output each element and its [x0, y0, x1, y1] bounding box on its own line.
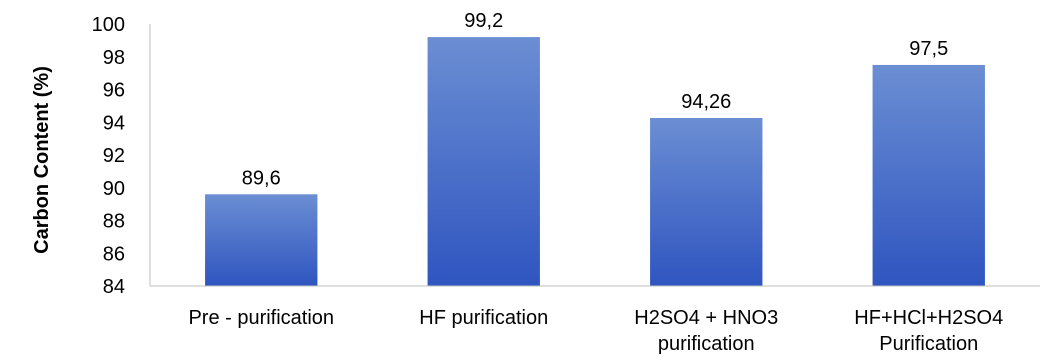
- bar-value-label: 99,2: [464, 10, 503, 32]
- y-tick-label: 96: [103, 80, 125, 102]
- bar-value-label: 89,6: [242, 167, 281, 189]
- bar-value-label: 97,5: [909, 38, 948, 60]
- data-labels: 89,6 99,2 94,26 97,5: [242, 10, 948, 189]
- y-tick-label: 88: [103, 211, 125, 233]
- x-category-label: Purification: [879, 333, 978, 355]
- y-tick-label: 94: [103, 112, 125, 134]
- x-axis: Pre - purification HF purification H2SO4 +…: [150, 285, 1040, 355]
- bar: [650, 117, 763, 287]
- bars: [205, 37, 985, 287]
- x-category-label: Pre - purification: [188, 307, 334, 329]
- x-category-label: purification: [658, 333, 755, 355]
- y-axis: 84 86 88 90 92 94 96 98 100: [92, 14, 151, 298]
- bar: [872, 64, 985, 286]
- x-category-label: HF purification: [419, 307, 548, 329]
- y-tick-label: 100: [92, 14, 125, 36]
- y-tick-label: 92: [103, 145, 125, 167]
- y-tick-label: 84: [103, 276, 125, 298]
- x-category-label: H2SO4 + HNO3: [634, 307, 778, 329]
- y-axis-title: Carbon Content (%): [31, 66, 53, 254]
- bar-value-label: 94,26: [681, 91, 731, 113]
- y-tick-label: 98: [103, 47, 125, 69]
- bar: [427, 37, 540, 286]
- y-tick-label: 90: [103, 178, 125, 200]
- y-tick-label: 86: [103, 243, 125, 265]
- bar: [205, 194, 318, 286]
- x-category-label: HF+HCl+H2SO4: [854, 307, 1003, 329]
